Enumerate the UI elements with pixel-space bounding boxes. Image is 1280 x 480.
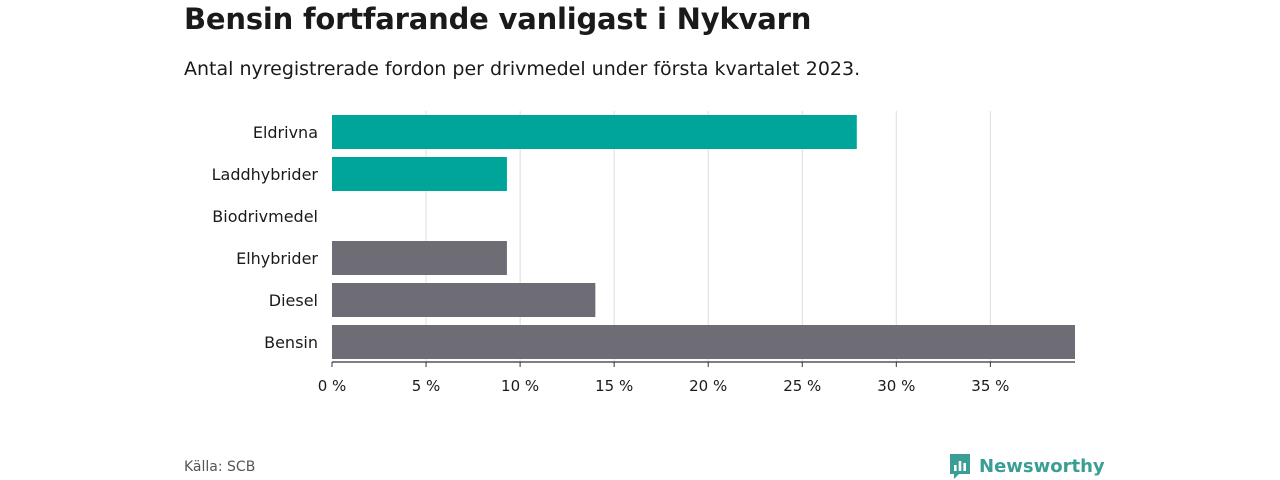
category-label: Biodrivmedel <box>212 207 318 226</box>
category-label: Eldrivna <box>253 123 318 142</box>
source-note: Källa: SCB <box>184 459 256 475</box>
chart-subtitle: Antal nyregistrerade fordon per drivmede… <box>184 58 861 80</box>
bar-diesel <box>332 283 596 317</box>
x-axis: 0 % 5 % 10 % 15 % 20 % 25 % 30 % 35 % <box>318 361 1075 395</box>
x-tick-label: 20 % <box>689 377 727 395</box>
gridlines <box>425 111 991 362</box>
bar-bensin <box>332 325 1075 359</box>
category-label: Bensin <box>264 333 318 352</box>
bar-elhybrider <box>332 241 507 275</box>
bar-chart-icon <box>950 454 970 479</box>
x-tick-label: 30 % <box>877 377 915 395</box>
x-tick-label: 0 % <box>318 377 347 395</box>
category-label: Elhybrider <box>236 249 318 268</box>
x-tick-label: 15 % <box>595 377 633 395</box>
x-tick-label: 10 % <box>501 377 539 395</box>
brand-name: Newsworthy <box>979 455 1105 477</box>
chart-title: Bensin fortfarande vanligast i Nykvarn <box>184 2 812 36</box>
x-tick-label: 25 % <box>783 377 821 395</box>
bars <box>332 115 1075 359</box>
x-tick-label: 5 % <box>412 377 441 395</box>
bar-laddhybrider <box>332 157 507 191</box>
category-label: Laddhybrider <box>212 165 319 184</box>
category-labels: Eldrivna Laddhybrider Biodrivmedel Elhybrid… <box>212 123 319 352</box>
x-tick-label: 35 % <box>971 377 1009 395</box>
category-label: Diesel <box>269 291 318 310</box>
bar-eldrivna <box>332 115 857 149</box>
newsworthy-logo[interactable]: Newsworthy <box>948 452 1105 480</box>
